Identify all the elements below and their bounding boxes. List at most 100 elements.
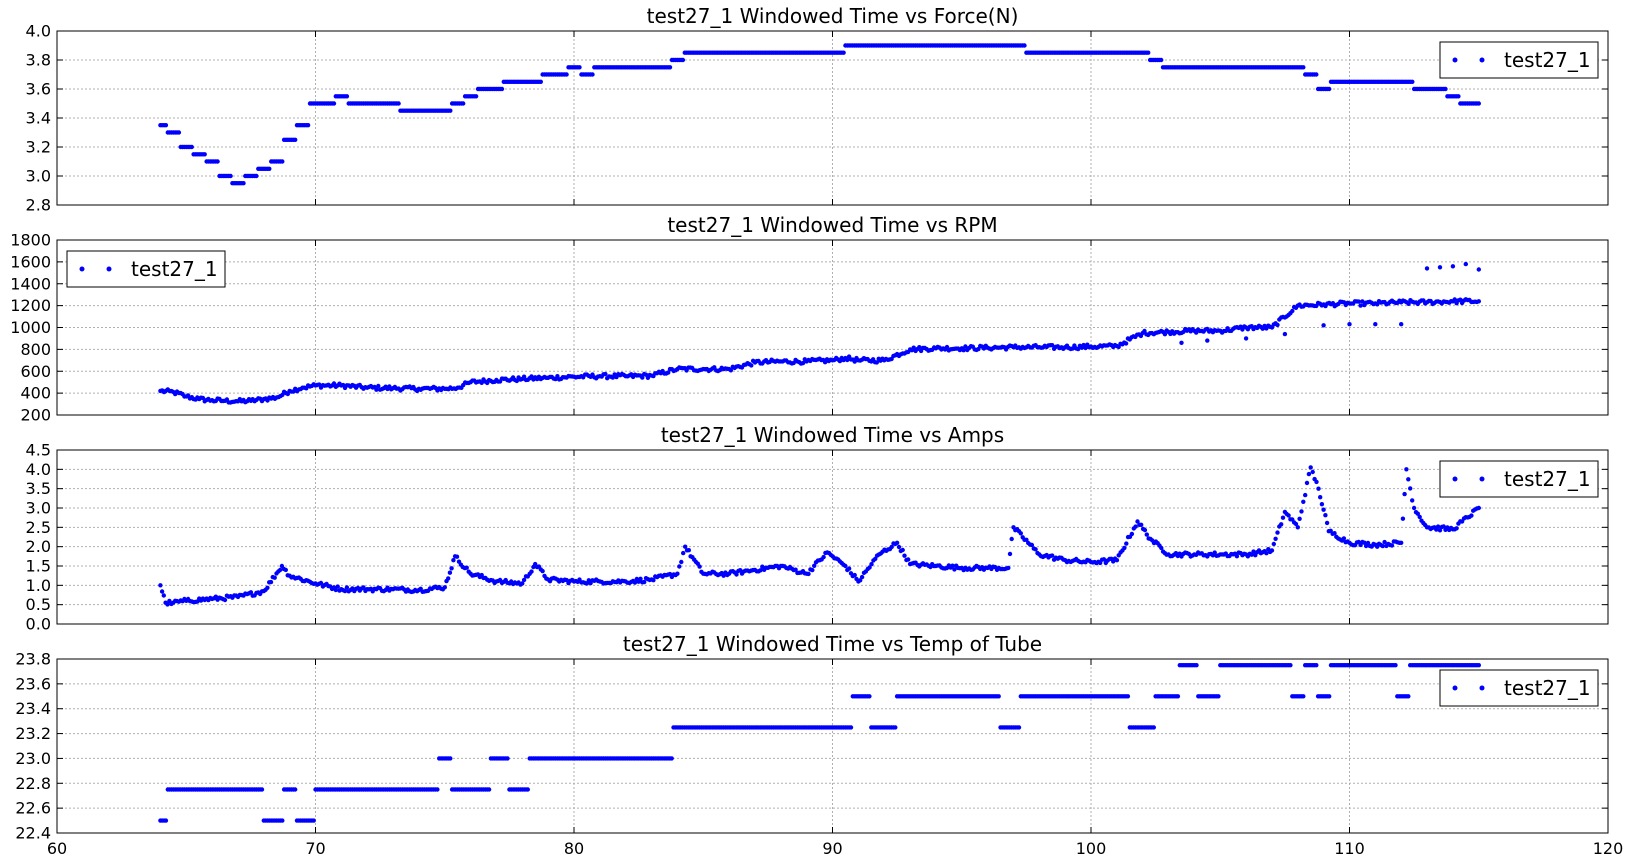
amps-data-point bbox=[1318, 495, 1323, 500]
rpm-y-tick-label: 800 bbox=[20, 340, 51, 359]
rpm-data-point bbox=[1476, 299, 1482, 304]
force-data-point bbox=[1476, 101, 1482, 106]
amps-data-point bbox=[1264, 551, 1269, 556]
rpm-data-point bbox=[1123, 341, 1129, 346]
temp-data-point bbox=[1016, 725, 1022, 730]
force-y-tick-label: 3.0 bbox=[26, 167, 51, 186]
rpm-data-point bbox=[1399, 322, 1404, 327]
force-data-point bbox=[254, 173, 259, 179]
amps-data-point bbox=[1293, 521, 1299, 527]
amps-data-point bbox=[679, 559, 684, 565]
amps-data-point bbox=[1454, 526, 1459, 531]
amps-data-point bbox=[318, 580, 324, 586]
amps-data-point bbox=[1406, 477, 1411, 482]
force-legend-marker bbox=[1479, 57, 1485, 63]
amps-data-point bbox=[1280, 515, 1286, 520]
amps-data-point bbox=[858, 578, 863, 583]
temp-data-point bbox=[893, 725, 898, 730]
amps-data-point bbox=[651, 578, 656, 583]
temp-data-point bbox=[996, 694, 1001, 699]
amps-data-point bbox=[1310, 469, 1315, 475]
force-data-point bbox=[1456, 94, 1461, 99]
rpm-y-tick-label: 400 bbox=[20, 384, 51, 403]
rpm-y-tick-label: 1400 bbox=[10, 274, 51, 293]
amps-data-point bbox=[265, 585, 270, 590]
force-y-tick-label: 3.8 bbox=[26, 51, 51, 70]
amps-data-point bbox=[806, 571, 811, 577]
rpm-data-point bbox=[1358, 303, 1363, 308]
rpm-legend-box bbox=[66, 250, 226, 288]
amps-data-point bbox=[1273, 536, 1278, 541]
amps-data-point bbox=[1304, 480, 1310, 486]
force-data-point bbox=[473, 94, 479, 99]
amps-data-point bbox=[1018, 531, 1023, 536]
amps-legend-box bbox=[1439, 460, 1599, 498]
rpm-points bbox=[158, 261, 1482, 405]
amps-data-point bbox=[520, 581, 525, 586]
rpm-data-point bbox=[1275, 322, 1280, 328]
rpm-title: test27_1 Windowed Time vs RPM bbox=[667, 213, 997, 237]
temp-y-tick-label: 23.2 bbox=[15, 724, 51, 743]
rpm-data-point bbox=[1450, 264, 1456, 269]
amps-data-point bbox=[1124, 541, 1129, 546]
amps-data-point bbox=[1417, 514, 1422, 520]
rpm-y-tick-label: 200 bbox=[20, 406, 51, 425]
amps-data-point bbox=[675, 571, 680, 576]
amps-data-point bbox=[1159, 545, 1164, 551]
amps-data-point bbox=[758, 568, 763, 573]
rpm-data-point bbox=[917, 345, 922, 350]
temp-data-point bbox=[1125, 694, 1131, 699]
amps-data-point bbox=[1029, 542, 1035, 548]
amps-data-point bbox=[1007, 551, 1013, 557]
amps-data-point bbox=[867, 565, 872, 570]
force-legend: test27_1 bbox=[1439, 41, 1599, 79]
force-data-point bbox=[1146, 50, 1151, 55]
temp-y-tick-label: 22.4 bbox=[15, 824, 51, 843]
temp-data-point bbox=[448, 756, 453, 761]
force-title: test27_1 Windowed Time vs Force(N) bbox=[647, 4, 1019, 28]
rpm-data-point bbox=[944, 344, 950, 350]
amps-data-point bbox=[632, 580, 638, 585]
temp-data-point bbox=[1327, 694, 1332, 699]
amps-data-point bbox=[165, 602, 170, 607]
amps-legend-marker bbox=[1479, 476, 1485, 482]
rpm-data-point bbox=[200, 395, 206, 401]
amps-data-point bbox=[1411, 505, 1417, 511]
amps-data-point bbox=[521, 577, 527, 583]
amps-plot-area bbox=[57, 450, 1608, 624]
rpm-data-point bbox=[1463, 261, 1469, 267]
temp-data-point bbox=[1216, 694, 1221, 699]
temp-data-point bbox=[1175, 694, 1181, 699]
amps-data-point bbox=[894, 540, 900, 545]
amps-data-point bbox=[697, 564, 702, 569]
amps-data-point bbox=[677, 564, 682, 569]
amps-data-point bbox=[333, 587, 338, 593]
amps-data-point bbox=[1469, 513, 1474, 518]
temp-legend-box bbox=[1439, 669, 1599, 707]
amps-data-point bbox=[1006, 565, 1011, 571]
amps-data-point bbox=[1275, 530, 1280, 535]
amps-y-tick-label: 2.0 bbox=[26, 537, 51, 556]
rpm-data-point bbox=[1373, 322, 1378, 327]
amps-data-point bbox=[810, 567, 815, 573]
amps-data-point bbox=[686, 548, 691, 553]
amps-data-point bbox=[734, 572, 739, 577]
amps-data-point bbox=[1286, 513, 1291, 518]
amps-data-point bbox=[1098, 560, 1103, 566]
rpm-data-point bbox=[514, 378, 519, 384]
rpm-data-point bbox=[961, 348, 966, 353]
rpm-data-point bbox=[610, 375, 615, 380]
amps-data-point bbox=[1437, 528, 1443, 533]
rpm-data-point bbox=[1050, 343, 1055, 348]
amps-data-point bbox=[1024, 537, 1029, 542]
amps-data-point bbox=[896, 544, 902, 550]
force-panel: 2.8 3.0 3.2 3.4 3.6 3.8 4.0 test27_1 Windowed T… bbox=[26, 4, 1609, 215]
amps-data-point bbox=[1314, 479, 1319, 485]
temp-panel: 22.4 22.6 22.8 23.0 23.2 23.4 23.6 23.8 test27_1… bbox=[15, 632, 1623, 858]
force-y-tick-label: 3.6 bbox=[26, 80, 51, 99]
amps-data-point bbox=[159, 589, 165, 594]
force-data-point bbox=[241, 181, 246, 186]
temp-data-point bbox=[311, 818, 316, 823]
temp-y-tick-label: 22.6 bbox=[15, 799, 51, 818]
amps-data-point bbox=[449, 566, 454, 571]
